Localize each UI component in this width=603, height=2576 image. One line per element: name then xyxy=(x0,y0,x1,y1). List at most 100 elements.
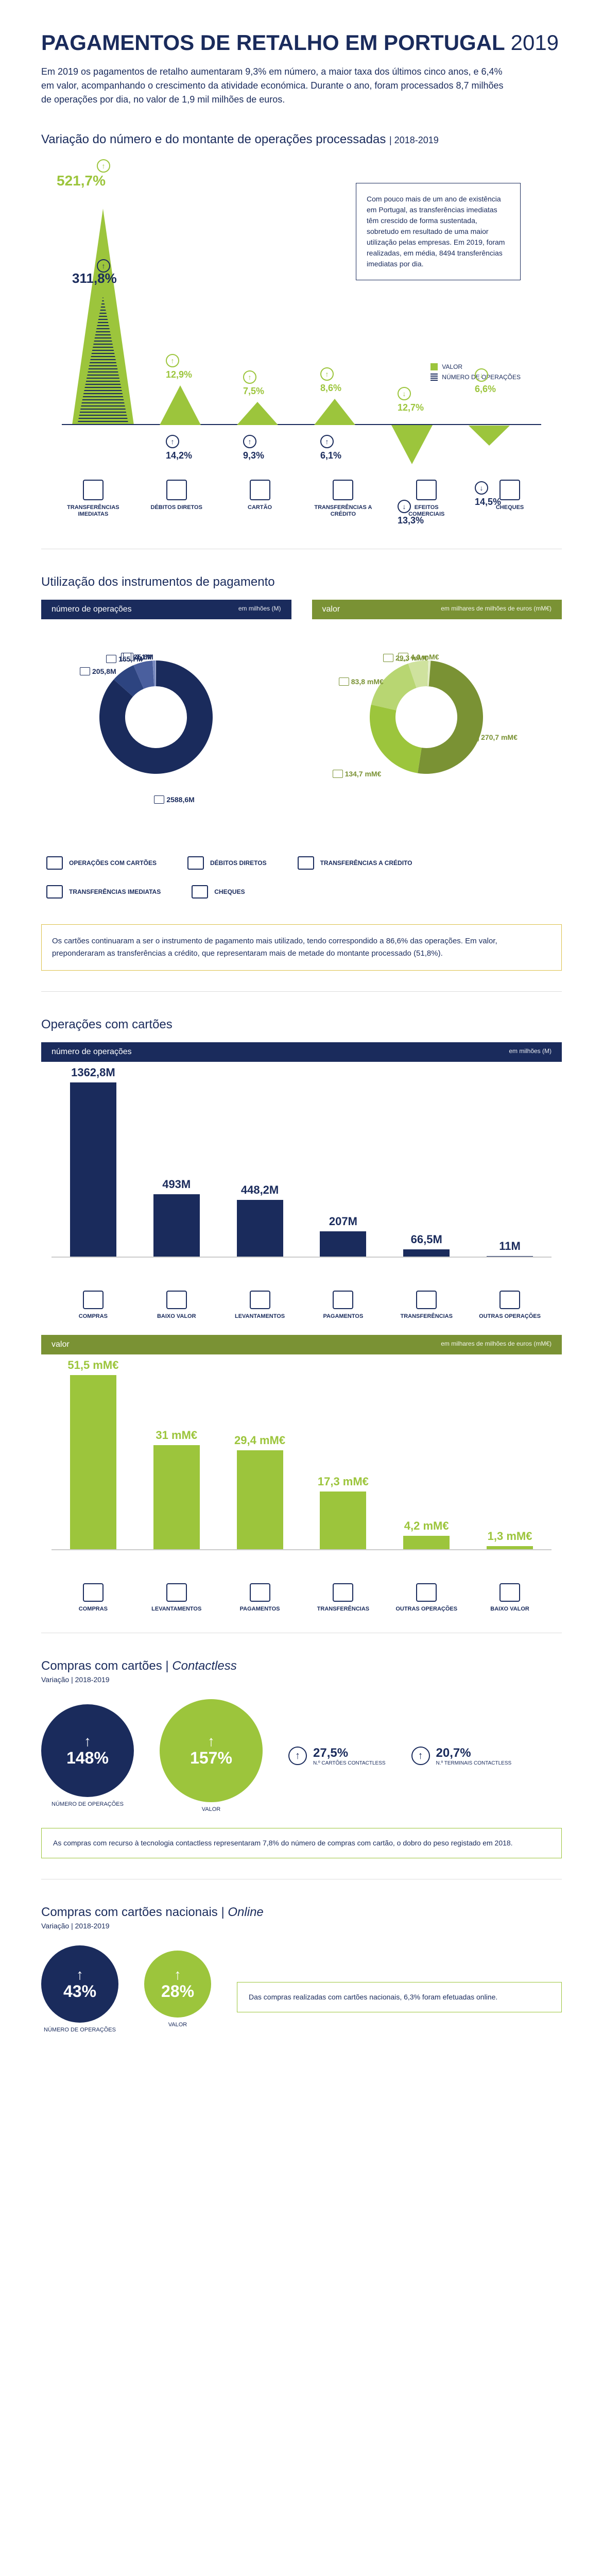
bar-cat-icon xyxy=(416,1291,437,1309)
bar-category: COMPRAS xyxy=(60,1583,127,1612)
arrow-up-icon: ↑ xyxy=(97,159,110,173)
category-item: CARTÃO xyxy=(229,480,291,518)
circle-label: NÚMERO DE OPERAÇÕES xyxy=(41,2027,118,2033)
circle-label: VALOR xyxy=(144,2022,211,2028)
category-icon xyxy=(83,480,104,500)
instrument-item: OPERAÇÕES COM CARTÕES xyxy=(46,856,157,870)
bar-cat-icon xyxy=(499,1291,520,1309)
variation-title: Variação do número e do montante de oper… xyxy=(41,132,562,147)
instrument-icon xyxy=(46,856,63,870)
donut-label: 134,7 mM€ xyxy=(333,770,382,778)
metric-circle: ↑43% xyxy=(41,1945,118,2023)
bar-category: PAGAMENTOS xyxy=(227,1583,294,1612)
bar-chart-val: 51,5 mM€31 mM€29,4 mM€17,3 mM€4,2 mM€1,3… xyxy=(41,1365,562,1612)
circle-label: NÚMERO DE OPERAÇÕES xyxy=(41,1801,134,1807)
note-cartoes: Os cartões continuaram a ser o instrumen… xyxy=(41,924,562,971)
bar-column: 31 mM€ xyxy=(143,1429,210,1551)
callout-box: Com pouco mais de um ano de existência e… xyxy=(356,183,521,280)
instrument-icon xyxy=(187,856,204,870)
bar-category: PAGAMENTOS xyxy=(309,1291,376,1319)
instrument-item: TRANSFERÊNCIAS IMEDIATAS xyxy=(46,885,161,899)
donut-label: 2588,6M xyxy=(154,795,194,804)
small-stat: ↑27,5%N.º CARTÕES CONTACTLESS xyxy=(288,1746,386,1766)
val-header: valor em milhares de milhões de euros (m… xyxy=(312,600,562,619)
intro-text: Em 2019 os pagamentos de retalho aumenta… xyxy=(41,65,505,107)
category-item: TRANSFERÊNCIAS IMEDIATAS xyxy=(62,480,124,518)
bar-column: 4,2 mM€ xyxy=(393,1519,460,1550)
small-stat: ↑20,7%N.º TERMINAIS CONTACTLESS xyxy=(411,1746,512,1766)
donut-label: 83,8 mM€ xyxy=(339,677,384,686)
ops-bars-hdr: número de operações em milhões (M) xyxy=(41,1042,562,1062)
bar-column: 66,5M xyxy=(393,1233,460,1258)
bar-column: 51,5 mM€ xyxy=(60,1359,127,1550)
bar-category: TRANSFERÊNCIAS xyxy=(393,1291,460,1319)
category-icon xyxy=(166,480,187,500)
donut-label: 205,8M xyxy=(80,667,116,675)
instrument-icon xyxy=(192,885,208,899)
page-title: PAGAMENTOS DE RETALHO EM PORTUGAL 2019 xyxy=(41,31,562,55)
contactless-title: Compras com cartões | Contactless xyxy=(41,1659,562,1673)
online-range: Variação | 2018-2019 xyxy=(41,1922,562,1930)
slice-icon xyxy=(383,654,393,662)
utilization-title: Utilização dos instrumentos de pagamento xyxy=(41,575,562,589)
slice-icon xyxy=(154,795,164,804)
instrument-legend: OPERAÇÕES COM CARTÕES DÉBITOS DIRETOS TRAN… xyxy=(41,846,562,909)
metric-circle: ↑28% xyxy=(144,1951,211,2018)
instrument-icon xyxy=(46,885,63,899)
category-icon xyxy=(250,480,270,500)
bar-column: 11M xyxy=(476,1240,543,1258)
val-bars-hdr: valor em milhares de milhões de euros (m… xyxy=(41,1335,562,1354)
instrument-item: DÉBITOS DIRETOS xyxy=(187,856,267,870)
bar-cat-icon xyxy=(83,1291,104,1309)
bar-column: 448,2M xyxy=(227,1183,294,1258)
bar-cat-icon xyxy=(166,1291,187,1309)
bar-cat-icon xyxy=(333,1583,353,1602)
metric-circle: ↑148% xyxy=(41,1704,134,1797)
bar-category: COMPRAS xyxy=(60,1291,127,1319)
category-item: CHEQUES xyxy=(479,480,541,518)
slice-icon xyxy=(123,653,133,661)
circle-label: VALOR xyxy=(160,1806,263,1812)
category-icon xyxy=(333,480,353,500)
contactless-range: Variação | 2018-2019 xyxy=(41,1675,562,1684)
slice-icon xyxy=(333,770,343,778)
bar-column: 493M xyxy=(143,1178,210,1258)
bar-category: OUTRAS OPERAÇÕES xyxy=(393,1583,460,1612)
arrow-up-icon: ↑ xyxy=(411,1747,430,1765)
bar-category: LEVANTAMENTOS xyxy=(143,1583,210,1612)
bar-column: 17,3 mM€ xyxy=(309,1475,376,1550)
contactless-note: As compras com recurso à tecnologia cont… xyxy=(41,1828,562,1858)
peak-value-top: 521,7% xyxy=(57,173,106,189)
ops-cartoes-title: Operações com cartões xyxy=(41,1018,562,1032)
bar-cat-icon xyxy=(166,1583,187,1602)
category-icon xyxy=(416,480,437,500)
instrument-item: TRANSFERÊNCIAS A CRÉDITO xyxy=(298,856,412,870)
donut-label: 3,1M xyxy=(123,653,151,661)
bar-cat-icon xyxy=(416,1583,437,1602)
bar-category: TRANSFERÊNCIAS xyxy=(309,1583,376,1612)
bar-column: 1,3 mM€ xyxy=(476,1530,543,1551)
category-icon xyxy=(499,480,520,500)
title-main: PAGAMENTOS DE RETALHO EM PORTUGAL xyxy=(41,30,505,55)
slice-icon xyxy=(398,653,408,661)
arrow-up-icon: ↑ xyxy=(288,1747,307,1765)
bar-cat-icon xyxy=(250,1583,270,1602)
bar-column: 29,4 mM€ xyxy=(227,1434,294,1550)
bar-cat-icon xyxy=(250,1291,270,1309)
bar-column: 1362,8M xyxy=(60,1066,127,1258)
donut-label: 4,0 mM€ xyxy=(398,653,439,661)
donut-chart-ops: 2588,6M205,8M165,7M25,6M3,1M xyxy=(41,635,291,831)
slice-icon xyxy=(339,677,349,686)
bar-category: BAIXO VALOR xyxy=(143,1291,210,1319)
side-note: Das compras realizadas com cartões nacio… xyxy=(237,1982,562,2012)
bar-cat-icon xyxy=(333,1291,353,1309)
instrument-icon xyxy=(298,856,314,870)
bar-category: LEVANTAMENTOS xyxy=(227,1291,294,1319)
bar-chart-ops: 1362,8M493M448,2M207M66,5M11MCOMPRASBAIX… xyxy=(41,1072,562,1319)
category-item: DÉBITOS DIRETOS xyxy=(146,480,208,518)
bar-cat-icon xyxy=(83,1583,104,1602)
metric-circle: ↑157% xyxy=(160,1699,263,1802)
instrument-item: CHEQUES xyxy=(192,885,245,899)
bar-category: BAIXO VALOR xyxy=(476,1583,543,1612)
bar-category: OUTRAS OPERAÇÕES xyxy=(476,1291,543,1319)
